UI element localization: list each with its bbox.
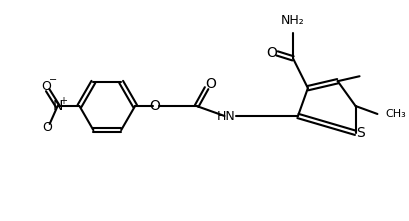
Text: NH₂: NH₂ <box>281 13 304 27</box>
Text: N: N <box>52 99 63 113</box>
Text: HN: HN <box>216 110 235 124</box>
Text: O: O <box>266 46 277 60</box>
Text: S: S <box>355 126 364 140</box>
Text: O: O <box>43 121 52 134</box>
Text: −: − <box>48 75 56 85</box>
Text: O: O <box>149 99 160 113</box>
Text: +: + <box>58 96 66 106</box>
Text: O: O <box>40 80 50 93</box>
Text: CH₃: CH₃ <box>384 109 405 119</box>
Text: O: O <box>204 77 216 91</box>
